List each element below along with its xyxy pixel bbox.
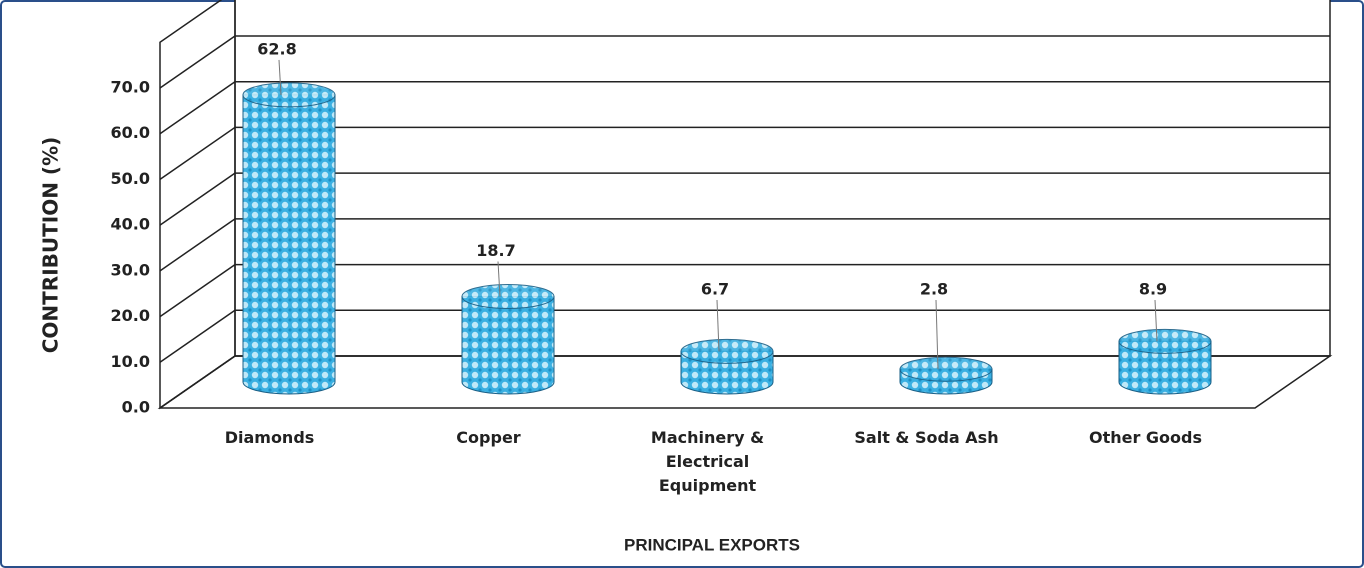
bar [1118, 328, 1212, 395]
y-tick-label: 50.0 [111, 169, 150, 188]
y-tick-label: 30.0 [111, 260, 150, 279]
y-tick-label: 70.0 [111, 78, 150, 97]
leader-line [497, 261, 501, 297]
bar-top [1118, 328, 1212, 354]
y-tick-label: 20.0 [111, 306, 150, 325]
bar [680, 338, 774, 395]
bar-body [242, 94, 336, 395]
leader-line [935, 299, 939, 370]
y-tick-label: 10.0 [111, 352, 150, 371]
x-tick-label: Other Goods [1089, 428, 1202, 447]
bar-body [1118, 340, 1212, 395]
side-grid-line [159, 172, 236, 226]
x-axis-title: PRINCIPAL EXPORTS [624, 535, 800, 554]
bar-top [899, 356, 993, 382]
x-tick-label: Salt & Soda Ash [854, 428, 998, 447]
side-grid-line [159, 263, 236, 318]
x-tick-label: Machinery & Electrical Equipment [651, 428, 764, 495]
data-label: 2.8 [920, 280, 948, 299]
y-tick-label: 40.0 [111, 215, 150, 234]
data-label: 8.9 [1139, 280, 1167, 299]
x-tick-label: Copper [456, 428, 520, 447]
y-tick-label: 0.0 [122, 398, 150, 417]
data-label: 62.8 [257, 39, 296, 58]
y-tick-label: 60.0 [111, 123, 150, 142]
side-grid-line [159, 35, 236, 89]
bar [242, 82, 336, 395]
back-wall [234, 0, 1331, 357]
leader-line [278, 59, 282, 95]
bar-body [461, 296, 555, 395]
side-grid-line [159, 81, 236, 135]
bar [461, 284, 555, 395]
bar-top [680, 338, 774, 364]
leader-line [1154, 299, 1158, 342]
leader-line [716, 299, 720, 352]
bar [899, 356, 993, 395]
side-grid-line [159, 218, 236, 272]
side-grid-line [159, 126, 236, 181]
x-tick-label: Diamonds [225, 428, 315, 447]
side-grid-line [159, 355, 236, 409]
bar-top [242, 82, 336, 108]
data-label: 18.7 [476, 241, 515, 260]
bar-top [461, 284, 555, 310]
data-label: 6.7 [701, 280, 729, 299]
side-grid-line [159, 309, 236, 363]
y-axis-title: CONTRIBUTION (%) [39, 137, 63, 354]
